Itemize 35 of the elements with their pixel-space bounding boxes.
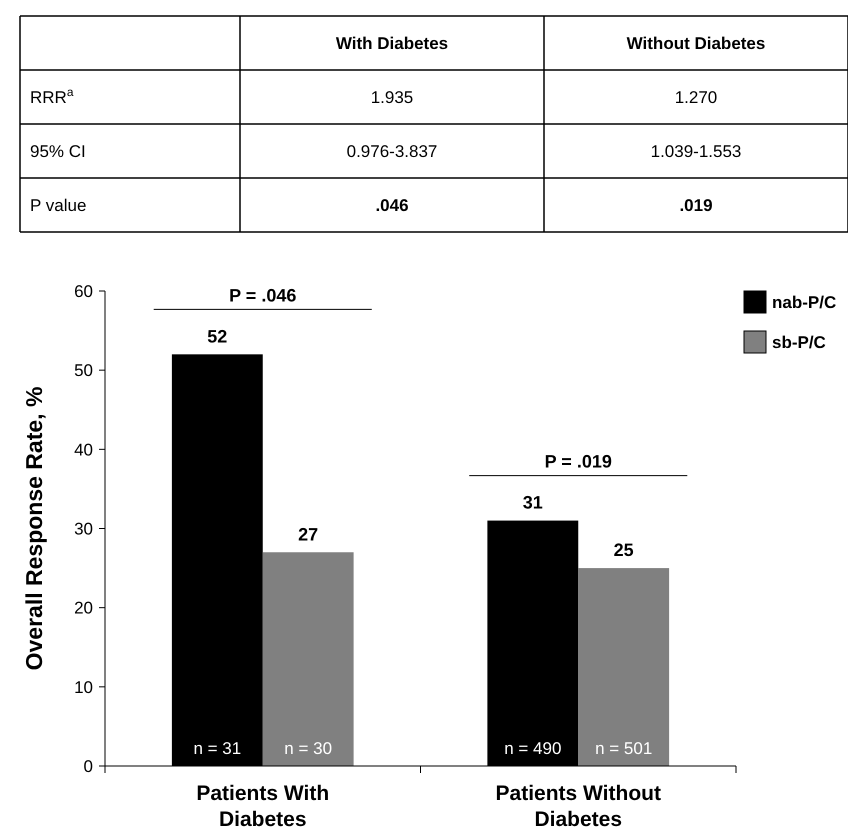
data-label: 27 (298, 524, 318, 544)
y-tick-label: 0 (84, 757, 93, 776)
annotation: n = 501 (595, 739, 652, 758)
text: With Diabetes (336, 34, 448, 53)
text: 1.935 (370, 88, 414, 107)
y-tick-label: 20 (74, 598, 93, 618)
y-tick-label: 50 (74, 361, 93, 380)
legend-label: nab-P/C (772, 293, 836, 312)
text: Without Diabetes (626, 34, 766, 53)
data-label: 25 (614, 540, 634, 560)
y-axis-title: Overall Response Rate, % (21, 386, 47, 670)
bar (578, 568, 670, 766)
x-tick-label: Patients With Diabetes (196, 782, 330, 827)
annotation: n = 30 (284, 739, 332, 758)
text: .019 (679, 196, 713, 215)
y-tick-label: 60 (74, 282, 93, 301)
legend-label: sb-P/C (772, 333, 826, 352)
y-tick-label: 30 (74, 520, 93, 538)
annotation: n = 490 (504, 739, 562, 758)
y-tick-label: 10 (74, 678, 93, 697)
text: P value (30, 196, 86, 215)
text: RRR$^{a}$ (30, 85, 74, 107)
bar (262, 552, 354, 766)
annotation: n = 31 (193, 739, 242, 758)
annotation: P = .019 (544, 452, 612, 472)
x-tick-label: Patients Without Diabetes (496, 782, 661, 827)
text: 0.976-3.837 (346, 142, 438, 161)
data-label: 31 (522, 492, 543, 513)
text: 95% CI (30, 142, 86, 161)
data-label: 52 (207, 326, 228, 346)
text: .046 (375, 196, 409, 215)
text: 1.039-1.553 (650, 142, 742, 161)
y-tick-label: 40 (74, 440, 93, 460)
annotation: P = .046 (229, 285, 296, 306)
text: 1.270 (674, 88, 718, 107)
